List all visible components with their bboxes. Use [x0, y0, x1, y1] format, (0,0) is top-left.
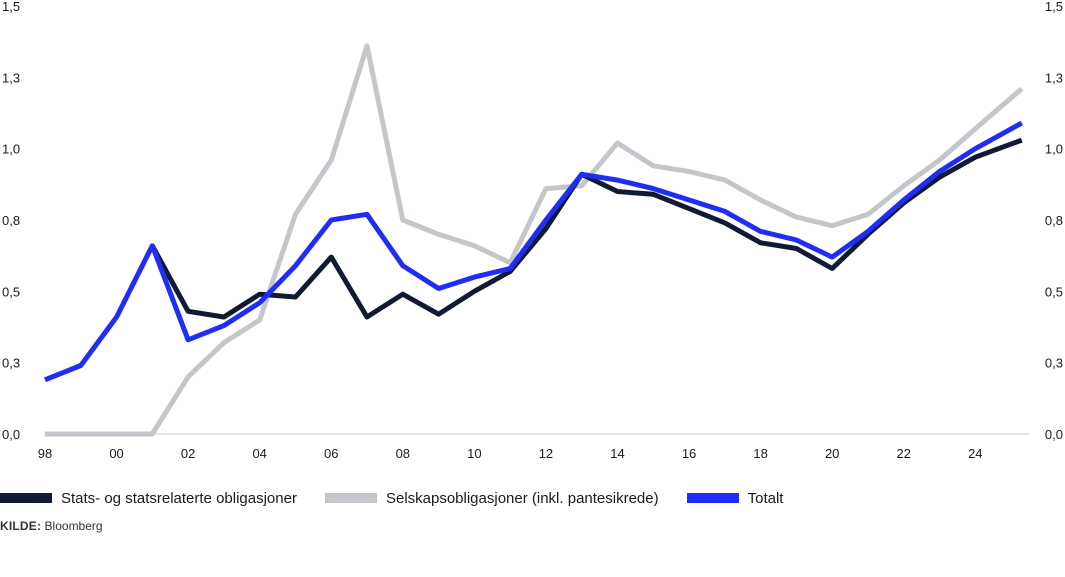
legend-label-selskap: Selskapsobligasjoner (inkl. pantesikrede… [385, 489, 659, 507]
legend-swatch-stats [0, 493, 52, 503]
source-text: Bloomberg [44, 519, 103, 533]
legend: Stats- og statsrelaterte obligasjoner Se… [0, 487, 811, 509]
y-tick-label-right: 0,8 [1045, 213, 1063, 228]
legend-item-stats: Stats- og statsrelaterte obligasjoner [0, 490, 297, 507]
x-tick-label: 02 [181, 446, 195, 461]
y-tick-label-left: 0,8 [2, 213, 20, 228]
y-tick-label-right: 1,5 [1045, 0, 1063, 14]
source-label: KILDE: [0, 519, 42, 533]
y-tick-label-right: 0,3 [1045, 356, 1063, 371]
series-line-stats [150, 137, 1023, 320]
series-line-selskap [45, 43, 1024, 437]
x-tick-label: 20 [825, 446, 839, 461]
y-axis-right: 0,0 0,3 0,5 0,8 1,0 1,3 1,5 [1045, 0, 1063, 442]
y-tick-label-left: 0,0 [2, 427, 20, 442]
series-line-totalt [44, 120, 1024, 383]
x-tick-label: 24 [968, 446, 982, 461]
series-lines [44, 43, 1024, 437]
x-axis: 98 00 02 04 06 08 10 12 14 16 18 20 22 24 [38, 446, 983, 461]
legend-label-totalt: Totalt [747, 489, 784, 507]
legend-item-totalt: Totalt [686, 489, 784, 507]
x-tick-label: 22 [897, 446, 911, 461]
x-tick-label: 04 [252, 446, 266, 461]
source-note: KILDE: Bloomberg [0, 519, 103, 533]
line-chart: 0,0 0,3 0,5 0,8 1,0 1,3 1,5 0,0 0,3 0,5 0,8 1,0 1,3… [2, 0, 1063, 461]
y-tick-label-right: 0,5 [1045, 284, 1063, 299]
y-tick-label-left: 1,0 [2, 142, 20, 157]
legend-item-selskap: Selskapsobligasjoner (inkl. pantesikrede… [324, 489, 659, 507]
x-tick-label: 18 [753, 446, 767, 461]
x-tick-label: 08 [396, 446, 410, 461]
x-tick-label: 14 [610, 446, 624, 461]
x-tick-label: 10 [467, 446, 481, 461]
legend-swatch-selskap [324, 493, 377, 503]
x-tick-label: 98 [38, 446, 52, 461]
y-tick-label-left: 0,5 [2, 284, 20, 299]
x-tick-label: 00 [109, 446, 123, 461]
x-tick-label: 06 [324, 446, 338, 461]
y-tick-label-right: 1,3 [1045, 70, 1063, 85]
y-tick-label-right: 0,0 [1045, 427, 1063, 442]
y-tick-label-right: 1,0 [1045, 142, 1063, 157]
x-tick-label: 12 [539, 446, 553, 461]
y-tick-label-left: 1,5 [2, 0, 20, 14]
legend-swatch-totalt [686, 493, 739, 503]
x-tick-label: 16 [682, 446, 696, 461]
y-axis-left: 0,0 0,3 0,5 0,8 1,0 1,3 1,5 [2, 0, 20, 442]
y-tick-label-left: 1,3 [2, 70, 20, 85]
legend-label-stats: Stats- og statsrelaterte obligasjoner [61, 489, 297, 507]
y-tick-label-left: 0,3 [2, 356, 20, 371]
